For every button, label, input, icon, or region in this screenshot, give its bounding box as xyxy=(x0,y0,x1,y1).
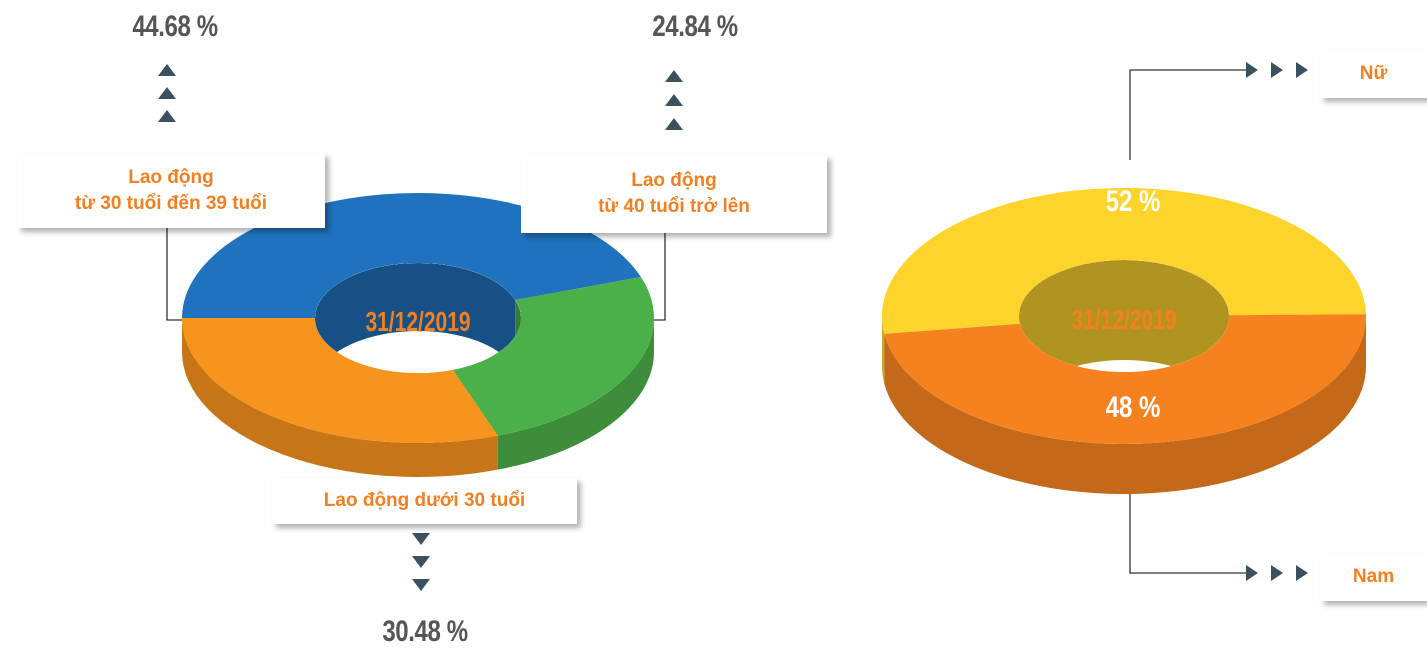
donut-top xyxy=(881,187,1366,444)
value-label: 24.84 % xyxy=(652,10,738,43)
connectors xyxy=(166,69,1248,574)
value-label: 52 % xyxy=(1105,185,1161,218)
donut-side xyxy=(884,316,1366,495)
arrow-down xyxy=(412,533,430,591)
category-box: Nữ xyxy=(1320,50,1427,98)
center-label: 31/12/2019 xyxy=(1071,304,1177,335)
donut-side xyxy=(497,318,654,470)
category-box: Nam xyxy=(1320,553,1427,601)
arrows xyxy=(158,62,1308,591)
value-label: 48 % xyxy=(1105,391,1161,424)
arrow-up xyxy=(665,70,683,130)
hole-wall xyxy=(1019,260,1229,372)
arrow-right xyxy=(1246,565,1308,581)
arrow-right xyxy=(1246,62,1308,78)
arrow-up xyxy=(158,64,176,122)
donut-segment xyxy=(452,276,654,436)
donut-segment xyxy=(881,187,1366,334)
connector xyxy=(166,228,183,321)
value-label: 44.68 % xyxy=(132,10,218,43)
donut-side xyxy=(882,316,885,384)
connector xyxy=(652,233,666,321)
category-box: Lao động dưới 30 tuổi xyxy=(272,478,577,524)
hole-wall xyxy=(315,263,516,373)
center-label: 31/12/2019 xyxy=(365,306,471,337)
category-box: Lao động từ 30 tuổi đến 39 tuổi xyxy=(17,153,325,228)
donut-sides xyxy=(182,318,654,477)
donuts xyxy=(182,187,1366,495)
donut-sides xyxy=(882,316,1366,495)
connector xyxy=(1129,69,1248,160)
donut-segment xyxy=(884,314,1366,444)
donut-side xyxy=(182,318,498,477)
connector xyxy=(1129,485,1248,574)
donut-segment xyxy=(182,318,498,443)
value-label: 30.48 % xyxy=(382,615,468,648)
category-box: Lao động từ 40 tuổi trở lên xyxy=(521,155,827,233)
